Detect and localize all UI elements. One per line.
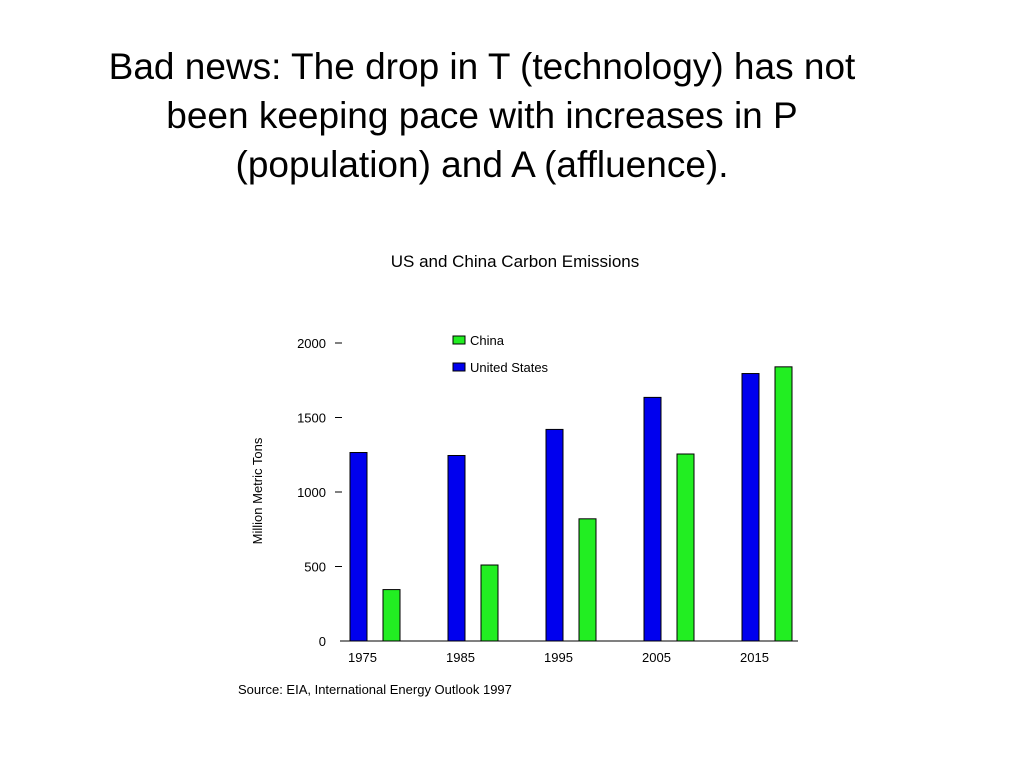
bar-china-1985 (480, 564, 499, 642)
source-note: Source: EIA, International Energy Outloo… (238, 682, 512, 697)
bars-group (349, 366, 793, 642)
x-axis-tick-labels: 1975 1985 1995 2005 2015 (348, 650, 769, 665)
chart-title: US and China Carbon Emissions (391, 252, 640, 271)
legend-swatch (452, 362, 466, 372)
y-axis-ticks: 0 500 1000 1500 2000 (297, 336, 342, 649)
bar-united-states-1995 (545, 428, 564, 642)
y-tick-label: 1000 (297, 485, 326, 500)
bar-united-states-1975 (349, 452, 368, 642)
bar-china-1995 (578, 518, 597, 642)
x-tick-label: 1995 (544, 650, 573, 665)
legend-label: China (470, 333, 505, 348)
bar-china-2005 (676, 453, 695, 642)
x-tick-label: 1975 (348, 650, 377, 665)
x-tick-label: 1985 (446, 650, 475, 665)
legend-swatch (452, 335, 466, 345)
slide-title: Bad news: The drop in T (technology) has… (108, 46, 856, 185)
y-tick-label: 0 (319, 634, 326, 649)
bar-united-states-2005 (643, 396, 662, 642)
y-axis-label: Million Metric Tons (250, 437, 265, 544)
bar-united-states-2015 (741, 373, 760, 642)
x-tick-label: 2015 (740, 650, 769, 665)
bar-china-2015 (774, 366, 793, 642)
bar-united-states-1985 (447, 454, 466, 642)
y-tick-label: 500 (304, 560, 326, 575)
legend-label: United States (470, 360, 549, 375)
legend: China United States (452, 333, 549, 375)
x-tick-label: 2005 (642, 650, 671, 665)
bar-china-1975 (382, 589, 401, 642)
y-tick-label: 1500 (297, 411, 326, 426)
y-tick-label: 2000 (297, 336, 326, 351)
